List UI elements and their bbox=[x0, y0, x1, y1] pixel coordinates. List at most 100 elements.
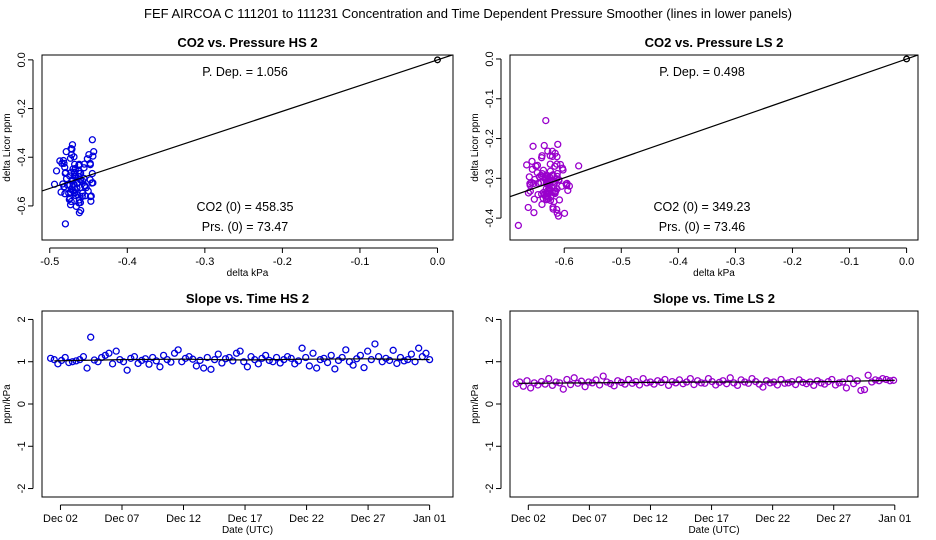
data-point bbox=[112, 347, 120, 355]
x-tick-label: Jan 01 bbox=[413, 513, 446, 525]
x-tick-label: -0.3 bbox=[726, 256, 745, 268]
plot-frame bbox=[509, 310, 919, 498]
chart-ls-pressure: CO2 vs. Pressure LS 2 -0.6 -0.5 -0.4 -0.3 -0.… bbox=[470, 35, 919, 279]
x-tick-label: -0.2 bbox=[273, 256, 292, 268]
data-point bbox=[170, 349, 179, 357]
data-point bbox=[701, 379, 709, 387]
data-point bbox=[374, 353, 383, 361]
data-point bbox=[759, 383, 767, 391]
data-point bbox=[654, 377, 662, 385]
data-point bbox=[236, 347, 244, 355]
data-point bbox=[548, 188, 556, 196]
x-tick-label: Dec 22 bbox=[755, 513, 790, 525]
data-point bbox=[606, 380, 615, 388]
y-tick-label: -2 bbox=[16, 484, 28, 494]
data-point bbox=[551, 188, 559, 196]
data-point bbox=[766, 379, 774, 387]
data-point bbox=[693, 377, 702, 385]
data-point bbox=[529, 142, 537, 150]
data-point bbox=[722, 380, 731, 388]
data-point bbox=[599, 372, 607, 380]
data-point bbox=[298, 344, 306, 352]
data-point bbox=[554, 212, 563, 220]
data-point bbox=[364, 347, 372, 355]
plot-frame bbox=[509, 54, 919, 241]
data-point bbox=[614, 377, 622, 385]
data-point bbox=[389, 346, 397, 354]
data-point bbox=[570, 374, 578, 382]
data-point bbox=[541, 380, 549, 388]
data-point bbox=[181, 354, 190, 362]
data-point bbox=[127, 354, 135, 362]
data-point bbox=[545, 374, 553, 383]
data-point bbox=[360, 363, 368, 372]
co2-zero-annotation: CO2 (0) = 458.35 bbox=[197, 200, 294, 214]
data-point bbox=[141, 355, 150, 363]
data-point bbox=[59, 156, 68, 165]
data-point bbox=[526, 384, 535, 392]
y-tick-label: -0.2 bbox=[16, 99, 28, 118]
data-point bbox=[546, 152, 554, 160]
data-point bbox=[538, 152, 546, 160]
y-tick-label: 0 bbox=[484, 401, 496, 407]
y-tick-label: -0.6 bbox=[16, 196, 28, 215]
fit-line bbox=[510, 55, 918, 198]
data-point bbox=[123, 366, 131, 374]
plot-frame bbox=[41, 310, 454, 498]
plot-area bbox=[46, 333, 434, 374]
data-point bbox=[560, 209, 569, 217]
data-point bbox=[514, 221, 523, 230]
data-point bbox=[71, 160, 79, 169]
y-tick-label: 2 bbox=[16, 316, 28, 322]
data-point bbox=[76, 183, 84, 192]
p-dep-annotation: P. Dep. = 1.056 bbox=[202, 65, 288, 79]
data-point bbox=[323, 358, 332, 367]
data-point bbox=[628, 379, 636, 387]
data-point bbox=[393, 359, 401, 368]
data-point bbox=[61, 220, 70, 228]
y-tick-label: -0.4 bbox=[484, 209, 496, 228]
data-point bbox=[232, 349, 241, 357]
chart-title: Slope vs. Time HS 2 bbox=[186, 291, 309, 306]
data-point bbox=[525, 173, 533, 181]
data-point bbox=[871, 376, 880, 384]
y-tick-label: -1 bbox=[16, 441, 28, 451]
data-point bbox=[342, 346, 350, 354]
data-point bbox=[174, 346, 182, 354]
data-point bbox=[85, 150, 93, 159]
data-point bbox=[200, 364, 208, 372]
data-point bbox=[516, 378, 524, 386]
data-point bbox=[89, 152, 97, 160]
prs-zero-annotation: Prs. (0) = 73.46 bbox=[659, 220, 746, 234]
data-point bbox=[276, 359, 284, 367]
y-tick-label: 1 bbox=[16, 359, 28, 365]
x-tick-label: Dec 07 bbox=[105, 513, 140, 525]
plot-area bbox=[512, 371, 898, 395]
data-point bbox=[422, 349, 430, 357]
x-tick-label: Jan 01 bbox=[878, 513, 911, 525]
data-point bbox=[356, 351, 365, 360]
data-point bbox=[546, 196, 555, 205]
data-point bbox=[542, 116, 550, 125]
data-point bbox=[203, 353, 211, 362]
data-point bbox=[411, 358, 419, 366]
data-point bbox=[145, 360, 153, 368]
data-point bbox=[415, 344, 423, 352]
data-point bbox=[523, 161, 531, 169]
data-point bbox=[621, 380, 629, 388]
data-point bbox=[781, 379, 789, 387]
data-point bbox=[563, 179, 571, 188]
data-point bbox=[240, 358, 248, 366]
y-tick-label: -0.3 bbox=[484, 169, 496, 188]
co2-zero-annotation: CO2 (0) = 349.23 bbox=[654, 200, 751, 214]
data-point bbox=[802, 380, 811, 388]
data-point bbox=[87, 197, 95, 205]
smoother-line bbox=[54, 358, 430, 362]
data-point bbox=[88, 136, 96, 144]
x-axis-label: Date (UTC) bbox=[688, 525, 739, 536]
data-point bbox=[537, 190, 546, 198]
chart-title: CO2 vs. Pressure HS 2 bbox=[177, 35, 317, 50]
y-tick-label: -1 bbox=[484, 441, 496, 451]
x-tick-label: Dec 17 bbox=[694, 513, 729, 525]
